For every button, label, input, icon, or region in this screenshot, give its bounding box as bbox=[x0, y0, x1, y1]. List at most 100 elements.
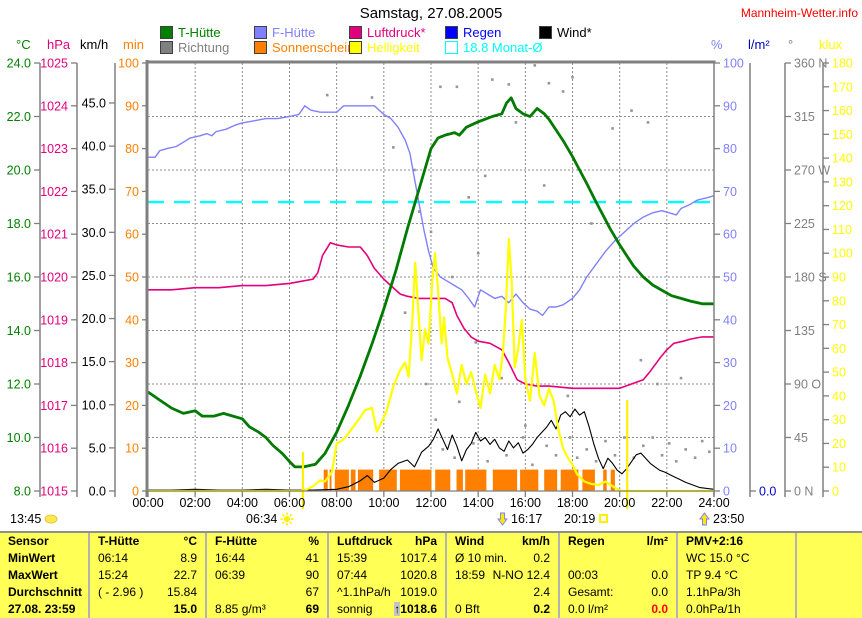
brand-link[interactable]: Mannheim-Wetter.info bbox=[740, 6, 858, 20]
x-tick-label: 24:00 bbox=[698, 496, 729, 510]
tick-label: 30 bbox=[723, 356, 737, 370]
cell-left: 06:39 bbox=[215, 568, 246, 582]
tick-label: 20 bbox=[125, 399, 139, 413]
cell-value: 0.0 bbox=[651, 585, 668, 599]
column-unit: km/h bbox=[521, 534, 550, 548]
legend-swatch-icon bbox=[160, 26, 173, 39]
axis-unit-klux: klux bbox=[819, 37, 843, 52]
page-title: Samstag, 27.08.2005 bbox=[359, 5, 503, 22]
cell-left: 16:44 bbox=[215, 551, 246, 565]
tick-label: 90 bbox=[832, 271, 846, 285]
table-row: 0 Bft 0.2 bbox=[447, 601, 558, 618]
tick-label: 70 bbox=[832, 318, 846, 332]
cell-value: 1020.8 bbox=[400, 568, 437, 582]
tick-label: 1016 bbox=[40, 442, 68, 456]
table-header-sensor: Sensor bbox=[8, 534, 49, 548]
sunrise-label: 06:34 bbox=[246, 511, 294, 526]
legend-label: Richtung bbox=[178, 40, 230, 55]
moon-icon bbox=[44, 514, 58, 523]
table-row: Gesamt: 0.0 bbox=[560, 584, 676, 601]
cell-value bbox=[787, 550, 795, 567]
x-tick-label: 10:00 bbox=[368, 496, 399, 510]
tick-label: 90 O bbox=[794, 378, 821, 392]
tick-label: 0 bbox=[132, 485, 139, 499]
sunshine-bars bbox=[323, 469, 615, 491]
tick-label: 16.0 bbox=[7, 271, 31, 285]
moon-note-time: 13:45 bbox=[10, 511, 42, 526]
x-tick-label: 06:00 bbox=[274, 496, 305, 510]
tick-label: 30 bbox=[832, 413, 846, 427]
tick-label: 150 bbox=[832, 128, 853, 142]
cell-left bbox=[90, 601, 98, 618]
x-tick-label: 02:00 bbox=[180, 496, 211, 510]
x-tick-label: 22:00 bbox=[651, 496, 682, 510]
cell-left: WC 15.0 °C bbox=[686, 551, 750, 565]
tick-label: 0.0 bbox=[89, 485, 106, 499]
tick-label: 30.0 bbox=[82, 226, 106, 240]
series-luftdruck- bbox=[148, 242, 714, 390]
legend-item-1-row2: Richtung bbox=[160, 41, 229, 54]
legend-swatch-icon bbox=[445, 41, 458, 54]
tick-label: 1022 bbox=[40, 185, 68, 199]
axis-unit-lm2: l/m² bbox=[748, 37, 770, 52]
cell-left: 07:44 bbox=[337, 568, 368, 582]
tick-label: 225 bbox=[794, 217, 815, 231]
table-row: 06:39 90 bbox=[207, 567, 327, 584]
tick-label: 25.0 bbox=[82, 269, 106, 283]
cell-left: 18:59 bbox=[455, 568, 486, 582]
column-name: T-Hütte bbox=[98, 534, 140, 548]
cell-value bbox=[787, 567, 795, 584]
table-column-f-h-tte: F-Hütte% 16:44 41 06:39 90 67 8.85 g/m³ 69 bbox=[205, 533, 327, 618]
tick-label: 14.0 bbox=[7, 324, 31, 338]
legend-label: Luftdruck* bbox=[367, 25, 426, 40]
table-row: 2.4 bbox=[447, 584, 558, 601]
cell-value: 1017.4 bbox=[400, 551, 437, 565]
tick-label: 130 bbox=[832, 175, 853, 189]
cell-value: ↑1018.6 bbox=[394, 602, 437, 616]
cell-value: 8.9 bbox=[180, 551, 197, 565]
tick-label: 40 bbox=[125, 313, 139, 327]
legend-swatch-icon bbox=[349, 41, 362, 54]
table-row: 1.1hPa/3h bbox=[678, 584, 795, 601]
cell-value: 15.84 bbox=[166, 585, 197, 599]
moonset-time: 16:17 bbox=[511, 511, 543, 526]
legend-item-4-row2: 18.8 Monat-Ø bbox=[445, 41, 543, 54]
axis-unit-hpa: hPa bbox=[47, 37, 71, 52]
table-row: 00:03 0.0 bbox=[560, 567, 676, 584]
cell-left: Ø 10 min. bbox=[455, 551, 508, 565]
column-unit: % bbox=[308, 534, 319, 548]
column-unit: l/m² bbox=[646, 534, 668, 548]
table-row: ^1.1hPa/h 1019.0 bbox=[329, 584, 445, 601]
sunrise-time: 06:34 bbox=[246, 511, 278, 526]
legend-item-1-row1: T-Hütte bbox=[160, 26, 221, 39]
axis-unit-temp: °C bbox=[16, 37, 31, 52]
tick-label: 1015 bbox=[40, 485, 68, 499]
axis-kmh: 45.0 40.0 35.0 30.0 25.0 20.0 15.0 10.0 5.0 0.0 bbox=[82, 97, 115, 499]
table-row: 06:14 8.9 bbox=[90, 550, 205, 567]
legend-item-2-row1: F-Hütte bbox=[254, 26, 315, 39]
axis-lm2: 0.0 bbox=[750, 485, 776, 499]
column-name: F-Hütte bbox=[215, 534, 257, 548]
tick-label: 0 N bbox=[794, 485, 813, 499]
column-unit: °C bbox=[183, 534, 197, 548]
series-t-h-tte bbox=[147, 96, 714, 469]
tick-label: 10 bbox=[125, 442, 139, 456]
tick-label: 22.0 bbox=[7, 110, 31, 124]
tick-label: 170 bbox=[832, 80, 853, 94]
table-row: 15:39 1017.4 bbox=[329, 550, 445, 567]
tick-label: 100 bbox=[118, 57, 139, 71]
cell-value: 41 bbox=[305, 551, 319, 565]
legend-item-5-row1: Wind* bbox=[539, 26, 592, 39]
axis-unit-min: min bbox=[123, 37, 144, 52]
x-tick-label: 04:00 bbox=[227, 496, 258, 510]
tick-label: 18.0 bbox=[7, 217, 31, 231]
table-row: 8.85 g/m³ 69 bbox=[207, 601, 327, 618]
column-name: Luftdruck bbox=[337, 534, 393, 548]
cell-left: 15:24 bbox=[98, 568, 129, 582]
tick-label: 1017 bbox=[40, 399, 68, 413]
tick-label: 360 N bbox=[794, 57, 827, 71]
legend-swatch-icon bbox=[445, 26, 458, 39]
table-row: sonnig ↑1018.6 bbox=[329, 601, 445, 618]
